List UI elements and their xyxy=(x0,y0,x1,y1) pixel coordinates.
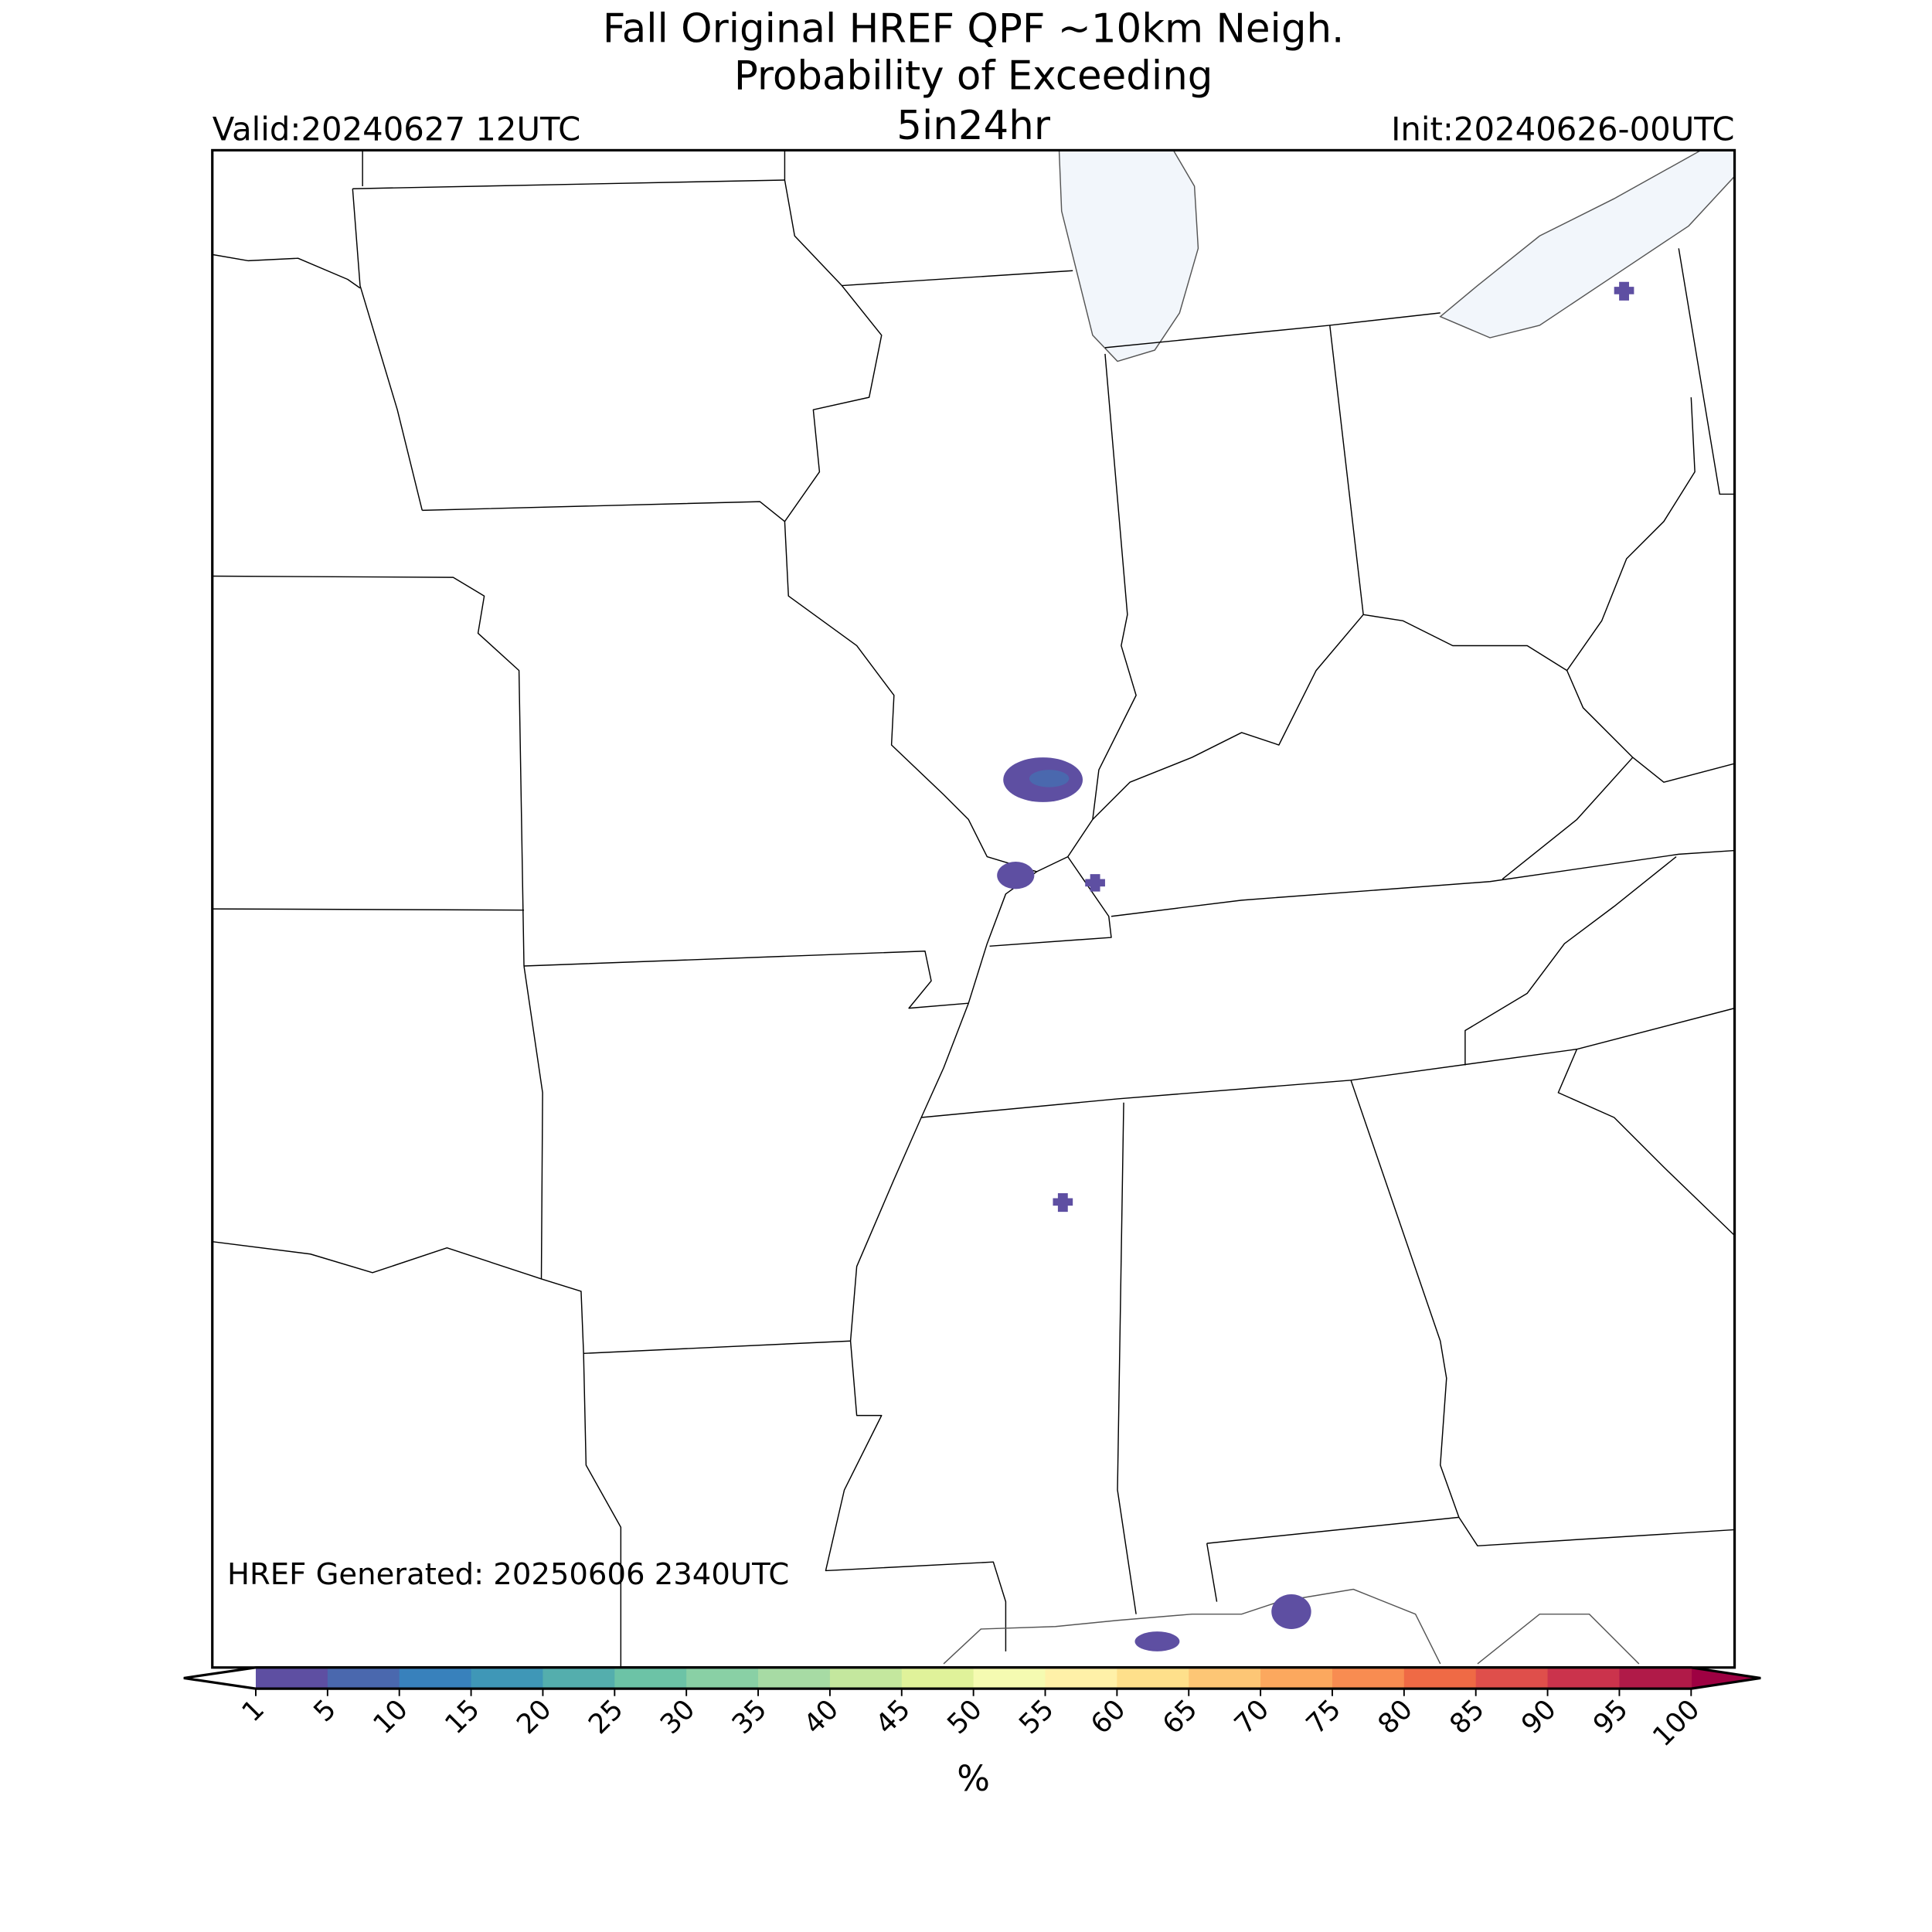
colorbar-tick-label: 15 xyxy=(439,1693,486,1740)
colorbar-segment xyxy=(1332,1667,1405,1689)
lake-michigan xyxy=(1058,150,1199,362)
colorbar-segment xyxy=(758,1667,831,1689)
colorbar-tick-label: 10 xyxy=(367,1693,414,1740)
colorbar-segment xyxy=(901,1667,975,1689)
colorbar-label: % xyxy=(957,1758,990,1799)
border xyxy=(1464,856,1677,1066)
colorbar-tick-label: 85 xyxy=(1444,1693,1491,1740)
colorbar-segment xyxy=(327,1667,400,1689)
border xyxy=(921,1007,1735,1118)
colorbar-tick-label: 25 xyxy=(583,1693,630,1740)
prob-area xyxy=(1053,1193,1073,1213)
colorbar-under xyxy=(183,1667,256,1689)
colorbar-tick-label: 70 xyxy=(1229,1693,1276,1740)
colorbar-segment xyxy=(399,1667,472,1689)
border xyxy=(1329,325,1364,615)
colorbar-tick-label: 1 xyxy=(236,1693,270,1728)
border xyxy=(1502,670,1735,880)
prob-area xyxy=(1614,281,1634,301)
colorbar-segment xyxy=(471,1667,544,1689)
colorbar-segment xyxy=(1117,1667,1190,1689)
border xyxy=(1363,397,1696,672)
border xyxy=(989,849,1735,947)
border xyxy=(523,950,969,1009)
border xyxy=(1557,1049,1735,1236)
colorbar-segment xyxy=(1260,1667,1333,1689)
colorbar-tick-label: 75 xyxy=(1300,1693,1347,1740)
border xyxy=(212,253,361,289)
colorbar-tick-label: 45 xyxy=(869,1693,917,1740)
colorbar-tick-label: 20 xyxy=(511,1693,558,1740)
subtitle: Probability of Exceeding xyxy=(734,53,1213,100)
map: HREF Generated: 20250606 2340UTC xyxy=(212,150,1735,1668)
colorbar-tick-label: 50 xyxy=(941,1693,988,1740)
colorbar-tick-label: 65 xyxy=(1157,1693,1204,1740)
border xyxy=(1117,1102,1137,1614)
border xyxy=(523,965,543,1279)
colorbar-segment xyxy=(1045,1667,1118,1689)
title: Fall Original HREF QPF ~10km Neigh. xyxy=(603,6,1344,53)
colorbar-tick-label: 30 xyxy=(655,1693,702,1740)
colorbar-tick-label: 100 xyxy=(1647,1693,1706,1753)
border xyxy=(583,1340,851,1355)
border xyxy=(1036,353,1137,872)
prob-area xyxy=(1085,874,1105,892)
prob-area xyxy=(997,862,1035,889)
prob-area xyxy=(1271,1594,1311,1629)
border xyxy=(784,150,883,522)
probability-areas xyxy=(997,281,1634,1651)
colorbar-tick-label: 35 xyxy=(726,1693,773,1740)
colorbar-tick-label: 95 xyxy=(1587,1693,1634,1740)
colorbar-tick-label: 60 xyxy=(1085,1693,1132,1740)
colorbar-tick-label: 5 xyxy=(308,1693,342,1728)
colorbar-segment xyxy=(686,1667,759,1689)
colorbar-segment xyxy=(1403,1667,1477,1689)
colorbar-segment xyxy=(1547,1667,1621,1689)
colorbar-segment xyxy=(1189,1667,1261,1689)
lake-erie xyxy=(1439,150,1735,338)
border xyxy=(1206,1080,1735,1602)
colorbar-segment xyxy=(829,1667,903,1689)
prob-area xyxy=(1029,770,1070,787)
border xyxy=(352,150,423,511)
colorbar-over xyxy=(1691,1667,1761,1689)
border xyxy=(1678,248,1735,495)
border xyxy=(212,1240,622,1668)
border xyxy=(352,179,785,189)
border xyxy=(212,908,525,911)
colorbar-tick-label: 80 xyxy=(1372,1693,1419,1740)
prob-area xyxy=(1134,1631,1180,1651)
valid-time: Valid:20240627 12UTC xyxy=(213,111,581,148)
colorbar-tick-label: 40 xyxy=(798,1693,845,1740)
colorbar-tick-label: 55 xyxy=(1013,1693,1060,1740)
border xyxy=(784,521,1038,1651)
colorbar-segment xyxy=(543,1667,616,1689)
colorbar-segment xyxy=(255,1667,328,1689)
border xyxy=(422,501,785,522)
init-time: Init:20240626-00UTC xyxy=(1391,111,1734,148)
colorbar-tick-label: 90 xyxy=(1515,1693,1563,1740)
state-borders xyxy=(212,150,1735,1668)
border xyxy=(212,575,525,967)
generated-note: HREF Generated: 20250606 2340UTC xyxy=(227,1557,789,1592)
colorbar-segment xyxy=(1619,1667,1692,1689)
colorbar: 1 5 10 15 20 25 30 35 40 45 50 55 60 65 70 75 80 85 90 95 10… xyxy=(183,1666,1761,1753)
map-frame xyxy=(211,148,1736,1669)
border xyxy=(1092,614,1364,820)
colorbar-segment xyxy=(1475,1667,1549,1689)
coastline xyxy=(943,1588,1640,1665)
colorbar-segment xyxy=(614,1667,687,1689)
threshold: 5in24hr xyxy=(896,103,1051,149)
colorbar-segment xyxy=(973,1667,1046,1689)
border xyxy=(842,270,1073,287)
